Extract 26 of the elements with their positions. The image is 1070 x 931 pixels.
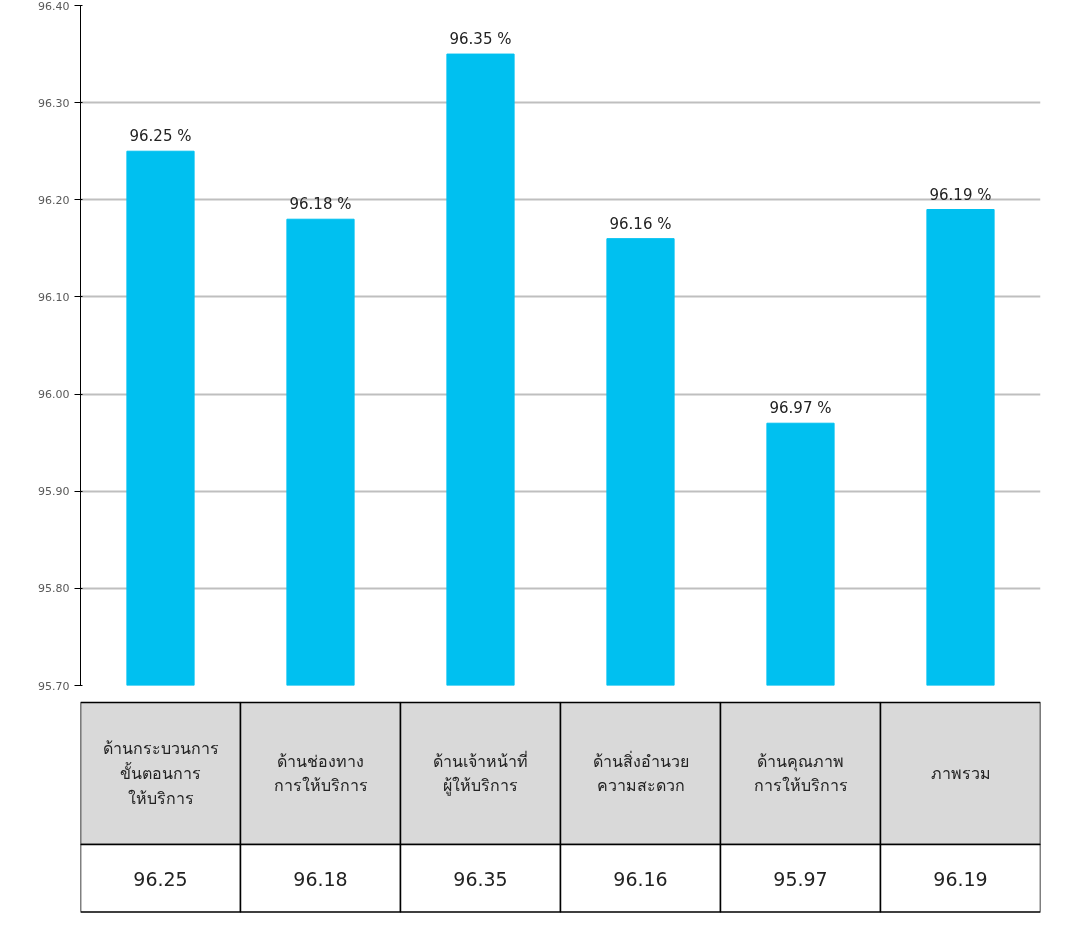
y-tick-label: 96.40 bbox=[38, 0, 70, 13]
y-tick-label: 96.10 bbox=[38, 290, 70, 304]
data-label: 96.18 bbox=[293, 867, 348, 890]
data-label: 96.35 bbox=[453, 867, 508, 890]
x-tick-label: ด้านช่องทาง การให้บริการ bbox=[273, 751, 368, 796]
x-tick-label: ด้านคุณภาพ การให้บริการ bbox=[753, 751, 848, 796]
y-tick-label: 96.30 bbox=[38, 96, 70, 110]
data-label: 96.25 bbox=[133, 867, 188, 890]
data-label: 95.97 bbox=[773, 867, 828, 890]
x-tick-label: ด้านเจ้าหน้าที่ ผู้ให้บริการ bbox=[433, 749, 528, 797]
y-tick-label: 96.00 bbox=[38, 388, 70, 402]
annotation: 96.35 % bbox=[449, 30, 512, 49]
x-tick-label: ด้านกระบวนการ ขั้นตอนการ ให้บริการ bbox=[102, 739, 219, 808]
y-tick-label: 95.90 bbox=[38, 485, 70, 499]
x-tick-label: ด้านสิ่งอำนวย ความสะดวก bbox=[592, 749, 689, 796]
annotation: 96.18 % bbox=[289, 195, 352, 214]
annotation: 96.97 % bbox=[769, 399, 832, 418]
data-label: 96.19 bbox=[933, 867, 988, 890]
annotation: 96.16 % bbox=[609, 214, 672, 233]
x-tick-label: ภาพรวม bbox=[930, 764, 991, 784]
data-label: 96.16 bbox=[613, 867, 668, 890]
y-tick-label: 95.80 bbox=[38, 582, 70, 596]
annotation: 96.25 % bbox=[129, 127, 192, 146]
y-tick-label: 95.70 bbox=[38, 679, 70, 693]
y-tick-label: 96.20 bbox=[38, 193, 70, 207]
annotation: 96.19 % bbox=[929, 185, 992, 204]
